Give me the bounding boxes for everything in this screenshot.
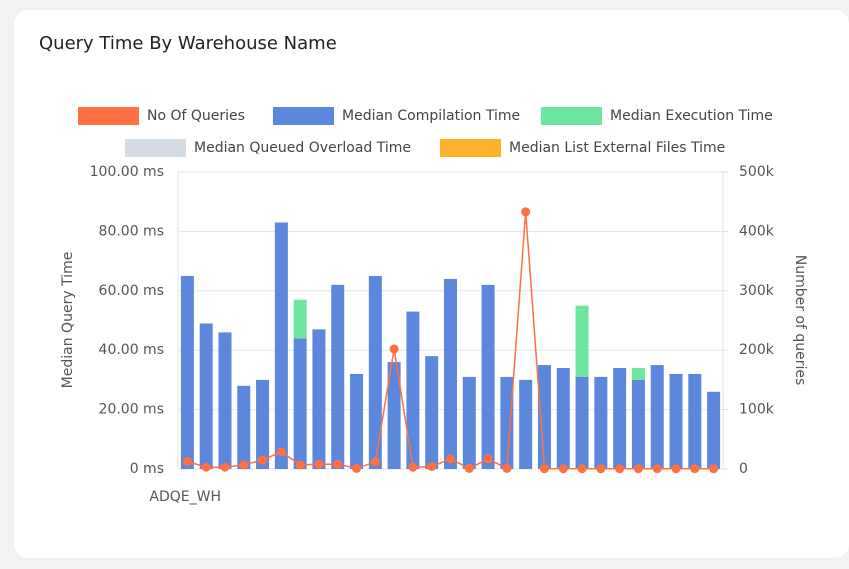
line-point bbox=[464, 463, 474, 473]
legend-text: Median List External Files Time bbox=[509, 140, 725, 156]
line-point bbox=[690, 464, 700, 474]
y2-axis-label: Number of queries bbox=[792, 255, 808, 386]
line-point bbox=[370, 457, 380, 467]
chart-title: Query Time By Warehouse Name bbox=[39, 33, 337, 54]
y2-tick-label: 0 bbox=[739, 461, 748, 477]
y-tick-label: 60.00 ms bbox=[99, 283, 164, 299]
line-point bbox=[182, 456, 192, 466]
y2-tick-label: 500k bbox=[739, 164, 775, 180]
bar-segment bbox=[425, 356, 439, 469]
bar-segment bbox=[462, 376, 476, 469]
bar-segment bbox=[688, 373, 702, 469]
legend-swatch bbox=[440, 139, 501, 157]
line-point bbox=[389, 344, 399, 354]
bar-segment bbox=[218, 332, 232, 469]
legend-text: Median Queued Overload Time bbox=[194, 140, 411, 156]
bar-segment bbox=[669, 373, 683, 469]
line-point bbox=[446, 454, 455, 464]
bar-segment bbox=[274, 222, 288, 469]
bar-segment bbox=[481, 284, 495, 469]
legend-swatch bbox=[78, 107, 139, 125]
bar-segment bbox=[444, 278, 457, 469]
y2-tick-label: 400k bbox=[739, 223, 775, 239]
legend-swatch bbox=[273, 107, 334, 125]
bar-segment bbox=[650, 365, 664, 469]
line-point bbox=[314, 459, 324, 469]
bar-segment bbox=[350, 373, 364, 469]
line-point bbox=[333, 459, 343, 469]
legend-text: Median Execution Time bbox=[610, 108, 773, 124]
y2-tick-label: 300k bbox=[739, 283, 775, 299]
bar-segment bbox=[594, 376, 608, 469]
y-axis-label: Median Query Time bbox=[60, 252, 76, 389]
line-point bbox=[615, 464, 625, 474]
line-point bbox=[201, 462, 211, 472]
x-tick-label: ADQE_WH bbox=[149, 489, 221, 505]
y2-tick-label: 200k bbox=[739, 342, 775, 358]
line-point bbox=[239, 460, 249, 470]
bar-segment bbox=[293, 338, 307, 469]
line-point bbox=[220, 462, 230, 472]
y-tick-label: 0 ms bbox=[130, 461, 164, 477]
bar-segment bbox=[556, 368, 570, 469]
line-point bbox=[652, 464, 662, 474]
bar-segment bbox=[406, 311, 420, 469]
bar-segment bbox=[199, 323, 213, 469]
line-point bbox=[408, 462, 418, 472]
bar-segment bbox=[500, 376, 514, 469]
bar-segment bbox=[387, 362, 401, 469]
y-tick-label: 20.00 ms bbox=[99, 402, 164, 418]
bar-segment bbox=[256, 379, 270, 469]
legend-swatch bbox=[125, 139, 186, 157]
bar-segment bbox=[575, 376, 589, 469]
bar-segment bbox=[368, 275, 382, 469]
line-point bbox=[483, 454, 493, 464]
line-point bbox=[258, 455, 268, 465]
line-point bbox=[558, 464, 568, 474]
bar-segment bbox=[180, 275, 194, 469]
bar-segment bbox=[575, 305, 589, 377]
bar-segment bbox=[237, 385, 251, 469]
y-tick-label: 100.00 ms bbox=[90, 164, 164, 180]
line-point bbox=[577, 464, 587, 474]
legend-text: No Of Queries bbox=[147, 108, 245, 124]
line-point bbox=[295, 460, 305, 470]
line-point bbox=[276, 447, 286, 457]
line-point bbox=[596, 464, 606, 474]
line-point bbox=[671, 464, 681, 474]
y2-tick-label: 100k bbox=[739, 402, 775, 418]
line-point bbox=[427, 462, 437, 472]
line-point bbox=[633, 464, 643, 474]
line-point bbox=[521, 207, 531, 217]
y-tick-label: 80.00 ms bbox=[99, 223, 164, 239]
bar-segment bbox=[707, 391, 721, 469]
bar-segment bbox=[631, 368, 645, 380]
bar-segment bbox=[613, 368, 627, 469]
bar-segment bbox=[331, 284, 345, 469]
legend-swatch bbox=[541, 107, 602, 125]
line-point bbox=[352, 463, 362, 473]
line-point bbox=[709, 464, 719, 474]
line-point bbox=[502, 463, 512, 473]
y-tick-label: 40.00 ms bbox=[99, 342, 164, 358]
bar-segment bbox=[312, 329, 326, 469]
legend-text: Median Compilation Time bbox=[342, 108, 520, 124]
bar-segment bbox=[293, 299, 307, 339]
bar-segment bbox=[519, 379, 533, 469]
bar-segment bbox=[537, 365, 551, 469]
line-point bbox=[539, 464, 549, 474]
bar-segment bbox=[631, 379, 645, 469]
